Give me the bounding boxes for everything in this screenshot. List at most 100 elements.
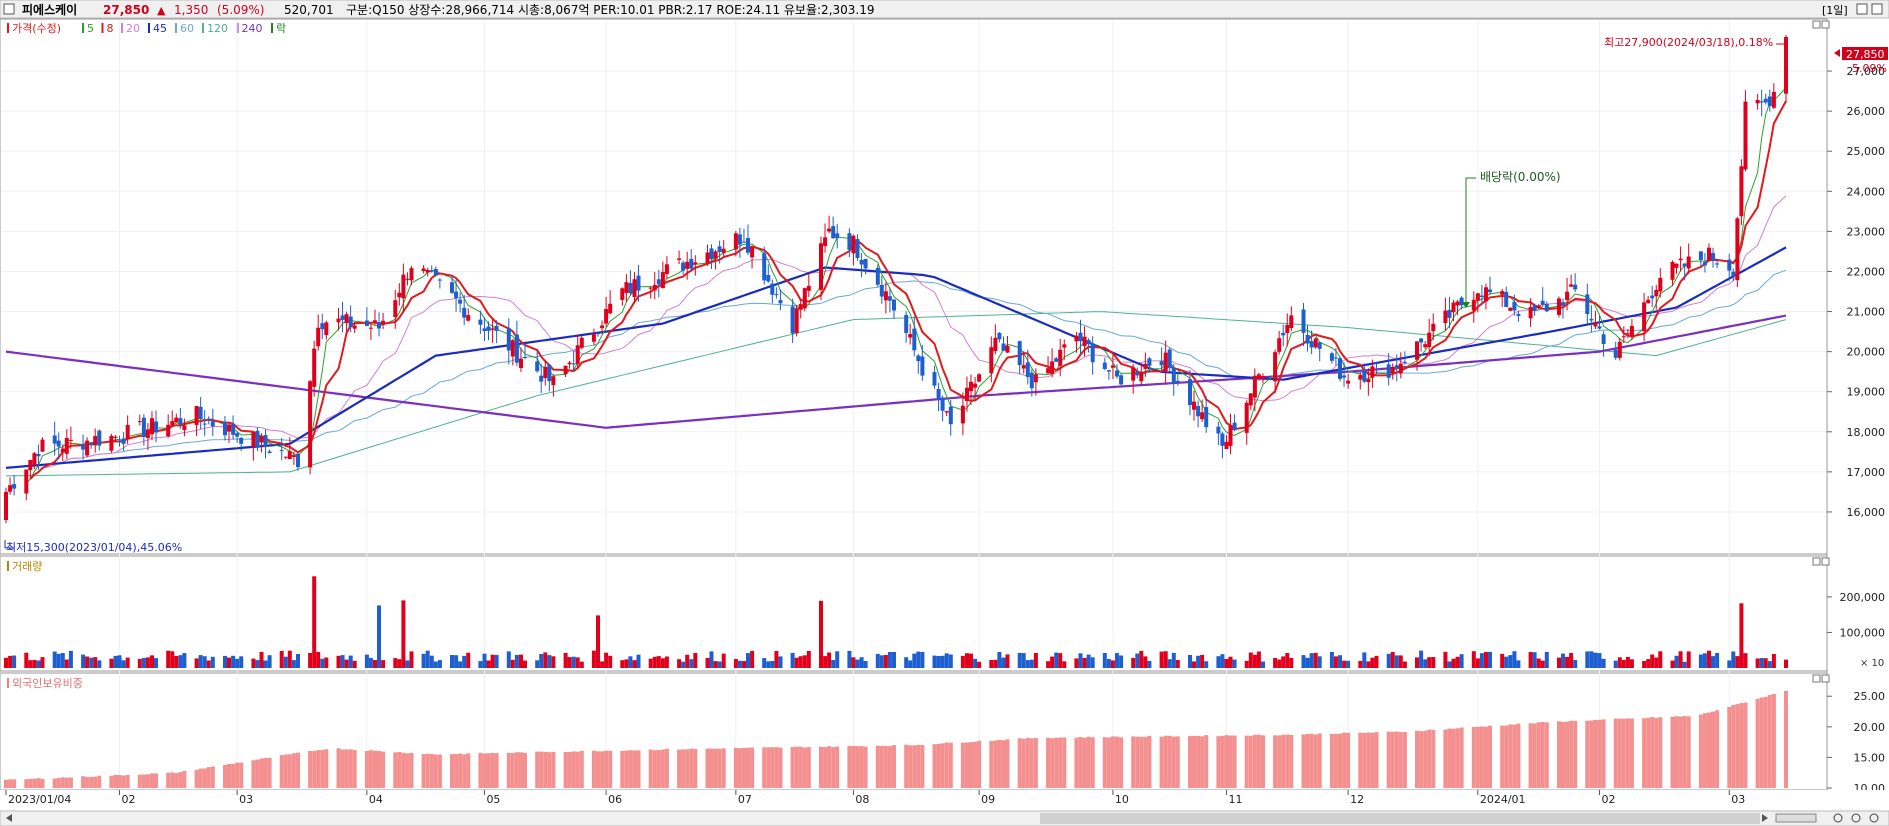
volume-bar [908, 660, 913, 668]
scroll-left-icon[interactable] [6, 814, 12, 822]
candle [733, 233, 738, 250]
candle [352, 325, 357, 329]
candle [1601, 334, 1606, 344]
foreign-bar [368, 750, 373, 788]
foreign-bar [1601, 719, 1606, 788]
candle [750, 247, 755, 258]
period-button[interactable]: [1일] [1822, 3, 1848, 17]
volume-panel-min-icon[interactable] [1812, 557, 1821, 566]
candle [608, 303, 613, 314]
scroll-thumb[interactable] [1040, 813, 1760, 824]
foreign-bar [166, 772, 171, 788]
foreign-bar [381, 751, 386, 788]
scroll-right-icon[interactable] [1762, 814, 1768, 822]
foreign-bar [255, 759, 260, 788]
foreign-bar [1050, 738, 1055, 788]
foreign-bar [1455, 728, 1460, 788]
candle [60, 448, 65, 453]
volume-panel-close-icon[interactable] [1821, 557, 1830, 566]
volume-bar [1650, 654, 1655, 668]
candle [519, 359, 523, 368]
foreign-bar [766, 747, 771, 788]
candle [141, 417, 146, 437]
volume-bar [409, 651, 414, 668]
volume-bar [636, 654, 641, 668]
foreign-bar [348, 749, 353, 788]
foreign-bar [316, 750, 321, 788]
volume-bar [1366, 661, 1371, 668]
foreign-bar [1565, 721, 1570, 788]
foreign-bar [182, 770, 187, 788]
candle [1500, 291, 1505, 295]
candle [681, 262, 686, 271]
volume-bar [1082, 657, 1087, 668]
collapse-icon[interactable] [3, 3, 15, 15]
volume-bar [458, 661, 463, 668]
stock-name: 피에스케이 [22, 2, 77, 17]
foreign-bar [1504, 725, 1509, 788]
volume-bar [1629, 659, 1634, 668]
foreign-bar [632, 750, 637, 788]
legend-ma-2: 20 [126, 22, 140, 35]
candle [1727, 259, 1732, 271]
current-price-tag [1842, 47, 1888, 60]
zoom-reset-icon[interactable] [1869, 813, 1879, 823]
foreign-bar [1005, 739, 1010, 788]
maximize-icon[interactable] [1856, 3, 1868, 15]
foreign-bar [1163, 735, 1168, 788]
candle [1062, 344, 1067, 348]
candle [563, 365, 568, 375]
foreign-bar [89, 776, 94, 788]
price-panel-close-icon[interactable] [1821, 20, 1830, 29]
foreign-bar [454, 754, 459, 788]
foreign-bar [1650, 717, 1655, 788]
volume-bar [344, 659, 349, 668]
close-icon[interactable] [1871, 3, 1883, 15]
candle [1423, 344, 1428, 348]
foreign-bar [875, 745, 880, 788]
foreign-bar [421, 754, 426, 788]
volume-bar [1423, 659, 1428, 668]
volume-bar [1167, 659, 1172, 668]
foreign-bar [1471, 726, 1476, 788]
foreign-panel-min-icon[interactable] [1812, 674, 1821, 683]
volume-bar [1285, 653, 1290, 668]
candle [1654, 289, 1659, 297]
foreign-bar [1342, 732, 1347, 788]
date-label: 03 [1731, 793, 1745, 806]
foreign-bar [567, 752, 572, 788]
zoom-in-icon[interactable] [1851, 813, 1861, 823]
candle [892, 299, 896, 311]
candle [64, 438, 69, 454]
candle [490, 328, 495, 330]
foreign-bar [510, 753, 515, 788]
candle [823, 237, 828, 246]
volume-bar [709, 651, 714, 668]
candle [255, 430, 260, 448]
candle [1301, 309, 1306, 333]
candle [1188, 379, 1192, 405]
volume-bar [174, 656, 179, 668]
candle [794, 308, 799, 333]
candle [97, 430, 102, 446]
candle [806, 285, 811, 291]
volume-bar [948, 654, 953, 668]
foreign-bar [1593, 719, 1598, 788]
zoom-out-icon[interactable] [1833, 813, 1843, 823]
volume-bar [563, 652, 568, 668]
volume-bar [1313, 652, 1318, 668]
candle [336, 318, 341, 323]
price-panel-min-icon[interactable] [1812, 20, 1821, 29]
candle [24, 469, 29, 494]
volume-bar [1309, 653, 1314, 668]
foreign-bar [1135, 736, 1140, 788]
foreign-bar [466, 753, 471, 788]
candle [620, 288, 625, 300]
volume-bar [1702, 653, 1707, 668]
foreign-bar [656, 750, 661, 788]
foreign-bar [1674, 716, 1679, 788]
candle [543, 367, 548, 378]
candle [32, 453, 37, 465]
zoom-slider[interactable] [1775, 813, 1817, 823]
foreign-panel-close-icon[interactable] [1821, 674, 1830, 683]
